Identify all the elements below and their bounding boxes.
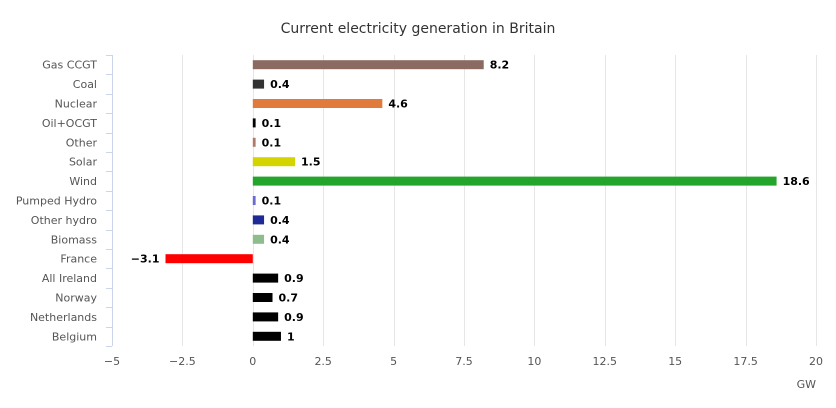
x-tick-label: 5 (390, 355, 397, 368)
x-axis-unit: GW (797, 378, 817, 391)
bar (252, 331, 281, 341)
category-label: Belgium (52, 330, 97, 343)
category-label: Wind (69, 175, 97, 188)
x-tick-label: 12.5 (593, 355, 618, 368)
x-tick-label: 0 (249, 355, 256, 368)
data-label: 0.1 (262, 117, 282, 130)
category-label: Norway (55, 292, 97, 305)
data-label: −3.1 (131, 253, 160, 266)
x-tick-label: 2.5 (314, 355, 332, 368)
bar (252, 312, 279, 322)
x-tick-label: 10 (527, 355, 541, 368)
category-labels: Gas CCGT Coal Nuclear Oil+OCGT Other Solar Win… (16, 59, 98, 344)
category-label: Biomass (51, 233, 98, 246)
category-label: All Ireland (42, 272, 97, 285)
data-label: 0.1 (262, 195, 282, 208)
category-label: Netherlands (30, 311, 97, 324)
gridlines (112, 55, 817, 346)
data-label: 0.9 (284, 272, 304, 285)
bar (252, 293, 273, 302)
bar (252, 118, 256, 128)
data-labels: 8.2 0.4 4.6 0.1 0.1 1.5 18.6 0.1 0.4 0.4 −3.1 0.9 0.… (131, 59, 810, 344)
bar (252, 137, 256, 147)
x-tick-label: 17.5 (733, 355, 758, 368)
bar (165, 254, 253, 264)
bars (165, 60, 777, 341)
x-tick-labels: −5 −2.5 0 2.5 5 7.5 10 12.5 15 17.5 20 (104, 355, 823, 368)
data-label: 0.1 (262, 136, 282, 149)
bar (252, 60, 484, 70)
x-tick-label: 7.5 (455, 355, 473, 368)
category-label: Gas CCGT (42, 59, 97, 72)
data-label: 1 (287, 330, 295, 343)
category-label: Coal (73, 78, 97, 91)
bar (252, 176, 777, 186)
data-label: 18.6 (783, 175, 810, 188)
x-tick-label: 15 (668, 355, 682, 368)
category-label: Oil+OCGT (42, 117, 97, 130)
category-label: Other hydro (31, 214, 97, 227)
data-label: 4.6 (388, 98, 408, 111)
data-label: 0.4 (270, 78, 290, 91)
bar (252, 273, 279, 283)
data-label: 0.9 (284, 311, 304, 324)
x-tick-label: −5 (104, 355, 120, 368)
bar (252, 234, 265, 244)
category-label: Other (66, 136, 98, 149)
category-axis (106, 55, 113, 347)
data-label: 0.4 (270, 214, 290, 227)
category-label: Pumped Hydro (16, 195, 97, 208)
chart-title: Current electricity generation in Britai… (281, 21, 556, 37)
bar (252, 79, 265, 89)
x-tick-label: −2.5 (169, 355, 196, 368)
bar (252, 157, 296, 167)
data-label: 0.4 (270, 233, 290, 246)
bar (252, 215, 265, 225)
bar (252, 99, 383, 108)
category-label: Solar (69, 156, 98, 169)
data-label: 0.7 (279, 292, 299, 305)
category-label: Nuclear (55, 98, 98, 111)
data-label: 8.2 (490, 59, 510, 72)
bar (252, 196, 256, 205)
category-label: France (60, 253, 97, 266)
data-label: 1.5 (301, 156, 321, 169)
x-tick-label: 20 (809, 355, 823, 368)
